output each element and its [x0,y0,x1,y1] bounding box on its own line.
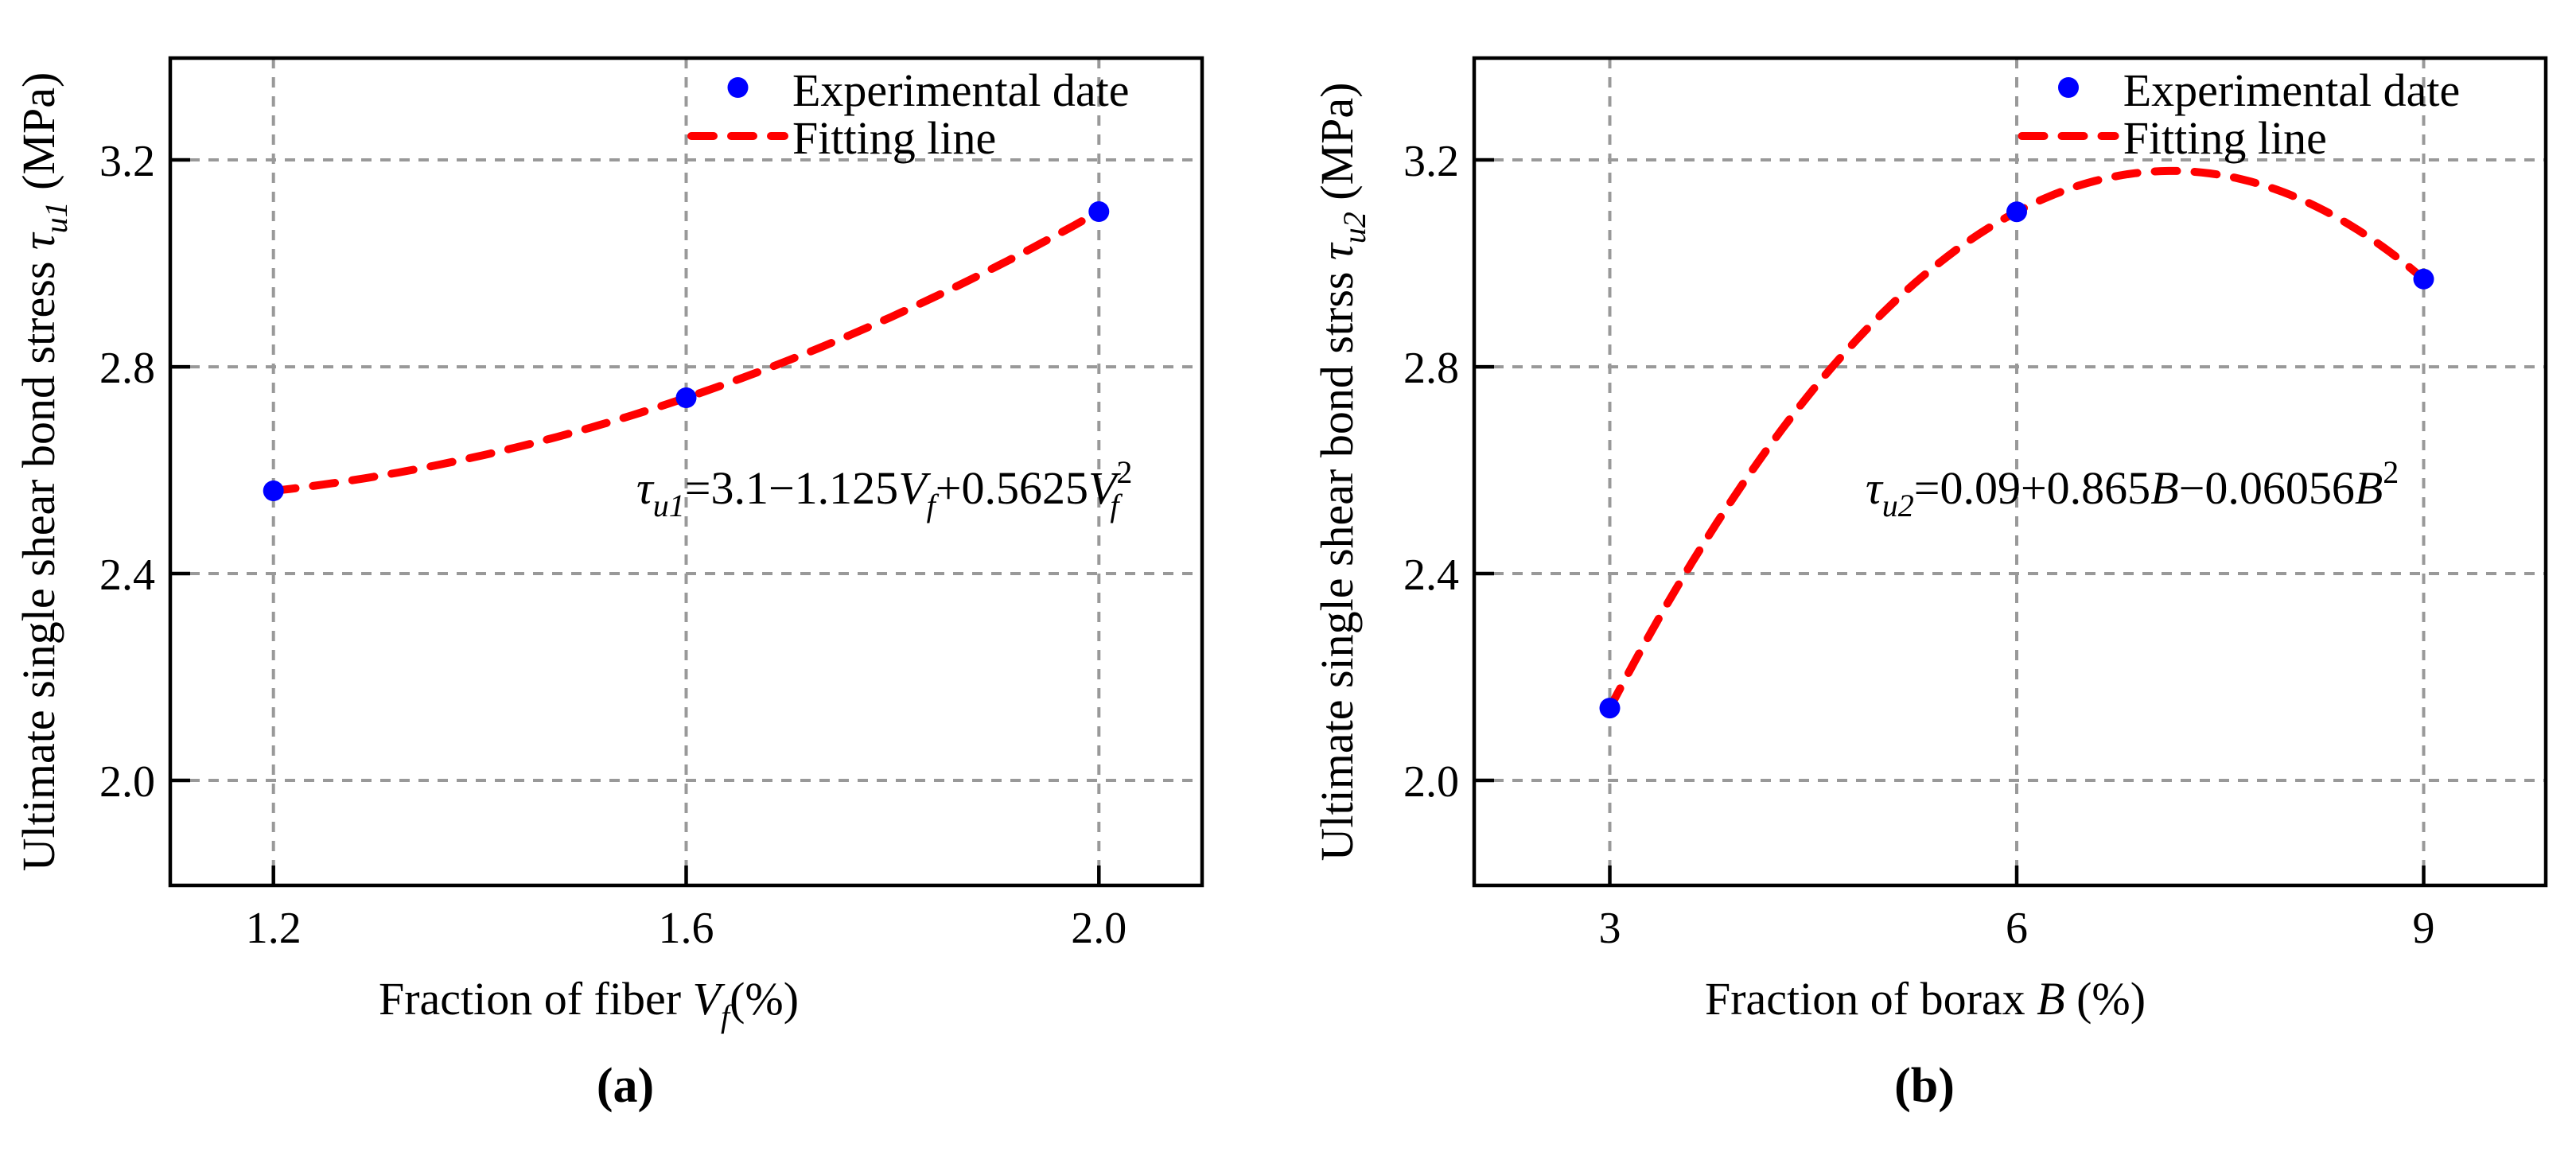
svg-text:Experimental date: Experimental date [792,64,1130,116]
svg-text:Fraction of borax B (%): Fraction of borax B (%) [1705,973,2146,1025]
svg-text:τu2=0.09+0.865B−0.06056B2: τu2=0.09+0.865B−0.06056B2 [1866,454,2399,523]
svg-text:Fitting line: Fitting line [792,112,996,164]
svg-text:(a): (a) [597,1059,654,1113]
svg-text:1.6: 1.6 [659,904,714,953]
svg-text:(b): (b) [1894,1059,1955,1113]
svg-text:2.4: 2.4 [99,550,155,600]
svg-text:3.2: 3.2 [99,137,155,186]
svg-text:2.4: 2.4 [1403,550,1459,600]
svg-text:Experimental date: Experimental date [2123,64,2461,116]
svg-text:2.0: 2.0 [1403,757,1459,807]
svg-text:9: 9 [2413,904,2435,953]
svg-text:3.2: 3.2 [1403,137,1459,186]
svg-text:3: 3 [1599,904,1621,953]
svg-text:2.0: 2.0 [1071,904,1127,953]
svg-text:2.0: 2.0 [99,757,155,807]
svg-text:6: 6 [2006,904,2028,953]
svg-text:Fitting line: Fitting line [2123,112,2327,164]
svg-text:2.8: 2.8 [99,344,155,393]
svg-text:1.2: 1.2 [246,904,302,953]
svg-text:2.8: 2.8 [1403,344,1459,393]
